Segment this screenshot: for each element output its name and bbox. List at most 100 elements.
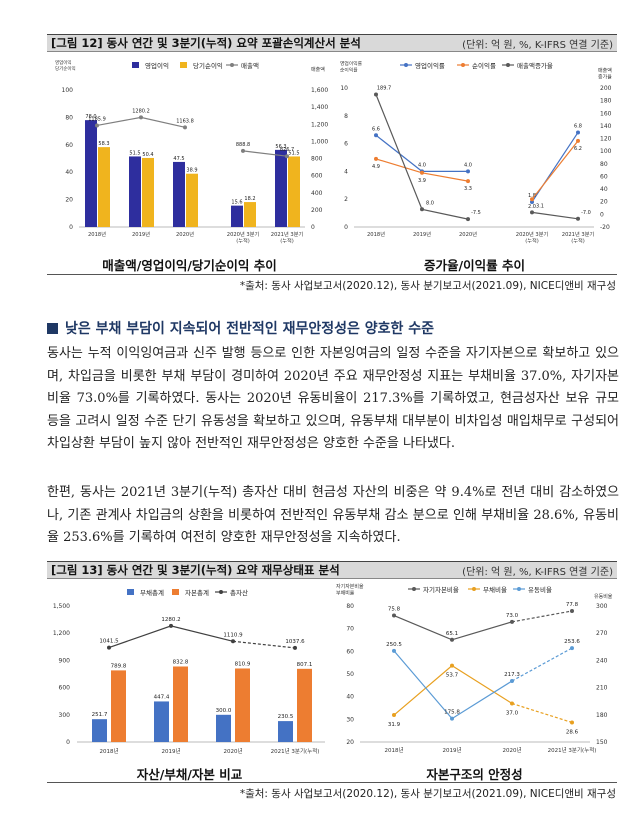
line-value-label: 8.0: [426, 200, 434, 206]
bar-value-label: 810.9: [235, 661, 251, 667]
y-tick-right: 300: [596, 603, 608, 610]
total-assets-point: [169, 623, 173, 628]
x-tick-label: 2018년: [99, 747, 118, 755]
y-tick-left: 20: [65, 197, 73, 204]
series-point-0: [466, 169, 470, 174]
line-value-label: 1041.5: [99, 639, 119, 645]
legend-swatch: [132, 62, 139, 68]
chart-stability-panel: 20 30 40 50 60 70 80 150 180 210 240 270 300 자기자본비율 부채…: [332, 582, 617, 762]
line-value-label: 6.6: [372, 126, 380, 132]
legend-label: 유동비율: [528, 585, 552, 594]
left-axis-title: 영업이익: [55, 59, 72, 66]
y-tick-left: 60: [65, 142, 73, 149]
series-point-0: [530, 199, 534, 204]
line-value-label: -7.0: [581, 210, 591, 216]
y-tick-right: 1,000: [311, 138, 328, 145]
y-tick-right: 140: [600, 123, 612, 130]
legend-marker: [230, 63, 234, 67]
x-tick-label: 2020년: [223, 747, 242, 755]
legend-label: 부채총계: [140, 588, 164, 597]
legend-marker: [461, 63, 465, 67]
line-value-label: 73.0: [506, 613, 519, 619]
legend-swatch: [127, 589, 134, 595]
series-point-2: [570, 646, 574, 651]
series-point-1: [510, 701, 514, 706]
right-axis-title: 증가율: [598, 74, 612, 81]
bar-value-label: 447.4: [154, 694, 170, 700]
bar-value-label: 230.5: [278, 714, 294, 720]
series-point-0: [374, 133, 378, 138]
y-tick: 0: [66, 739, 70, 746]
revenue-point: [139, 115, 143, 120]
y-tick-right: 600: [311, 173, 323, 180]
chart-balance-panel: 0 300 600 900 1,200 1,500 부채총계 자본총계 총자산 2018년 2019…: [47, 582, 332, 762]
x-tick-label: 2018년: [384, 746, 403, 754]
y-tick-left: 0: [69, 224, 73, 231]
bar-1: [98, 147, 110, 227]
series-line-1: [531, 140, 579, 200]
section-title: 낮은 부채 부담이 지속되어 전반적인 재무안정성은 양호한 수준: [65, 321, 434, 337]
series-point-2: [374, 92, 378, 97]
line-value-label: 888.8: [236, 142, 250, 148]
series-dashed-0: [511, 610, 573, 623]
growth-margin-chart: 0 2 4 6 8 10 -20 0 20 40 60 80 100 120 140 160 180 200 영업이…: [340, 60, 612, 245]
y-tick: 900: [59, 657, 71, 664]
bar-1: [288, 156, 300, 227]
series-point-1: [374, 156, 378, 161]
bar-0: [275, 149, 287, 227]
line-value-label: 3.9: [418, 178, 426, 184]
y-tick-left: 50: [346, 671, 354, 678]
bar-value-label: 58.3: [98, 141, 109, 147]
bar-0: [173, 161, 185, 227]
x-tick-label: 2020년 3분기: [227, 230, 260, 238]
income-bar-chart: 0 20 40 60 80 100 0 200 400 600 800 1,000 1,200 1,400…: [55, 59, 328, 245]
bar-1: [111, 670, 126, 742]
bar-0: [129, 156, 141, 227]
y-tick: 600: [59, 685, 71, 692]
y-tick-left: 80: [65, 114, 73, 121]
line-value-label: 37.0: [506, 710, 519, 716]
y-tick-right: 160: [600, 110, 612, 117]
figure-13-left-caption: 자산/부채/자본 비교: [136, 767, 243, 782]
revenue-point: [285, 154, 289, 159]
revenue-point: [95, 123, 99, 128]
bar-value-label: 56.3: [275, 144, 286, 150]
legend-marker: [472, 587, 476, 591]
revenue-line: [242, 150, 288, 157]
bar-0: [92, 719, 107, 742]
y-tick-right: -20: [600, 224, 610, 231]
paragraph-1: 동사는 누적 이익잉여금과 신주 발행 등으로 인한 자본잉여금의 일정 수준을…: [47, 346, 619, 451]
bar-0: [278, 721, 293, 742]
line-value-label: 6.8: [574, 123, 582, 129]
y-tick: 300: [59, 712, 71, 719]
figure-12-left-caption: 매출액/영업이익/당기순이익 추이: [102, 258, 277, 273]
y-tick-left: 40: [65, 169, 73, 176]
line-value-label: 31.9: [388, 722, 401, 728]
bar-0: [154, 701, 169, 742]
x-tick-label: 2018년: [367, 230, 385, 238]
y-tick-right: 80: [600, 161, 608, 168]
legend-label: 매출액증가율: [517, 61, 553, 70]
bar-value-label: 47.5: [173, 156, 184, 162]
y-tick-left: 0: [344, 224, 348, 231]
right-axis-title: 매출액: [598, 67, 612, 74]
series-line-2: [375, 94, 469, 220]
y-tick-right: 270: [596, 630, 608, 637]
legend-swatch: [180, 62, 187, 68]
x-tick-label: 2020년: [176, 230, 194, 238]
line-value-label: 1.8: [528, 193, 536, 199]
legend-label: 자기자본비율: [423, 585, 459, 594]
series-point-0: [510, 619, 514, 624]
y-tick-left: 20: [346, 739, 354, 746]
figure-12-header: [그림 12] 동사 연간 및 3분기(누적) 요약 포괄손익계산서 분석 (단…: [47, 34, 617, 52]
series-point-1: [570, 720, 574, 725]
revenue-point: [241, 148, 245, 153]
legend-marker: [404, 63, 408, 67]
y-tick-right: 60: [600, 173, 608, 180]
y-tick: 1,500: [53, 603, 70, 610]
line-value-label: 4.0: [418, 162, 426, 168]
bar-value-label: 50.4: [142, 152, 153, 158]
y-tick-left: 10: [340, 85, 348, 92]
x-tick-label: 2021년 3분기(누적): [271, 747, 320, 755]
y-tick-right: 180: [596, 712, 608, 719]
